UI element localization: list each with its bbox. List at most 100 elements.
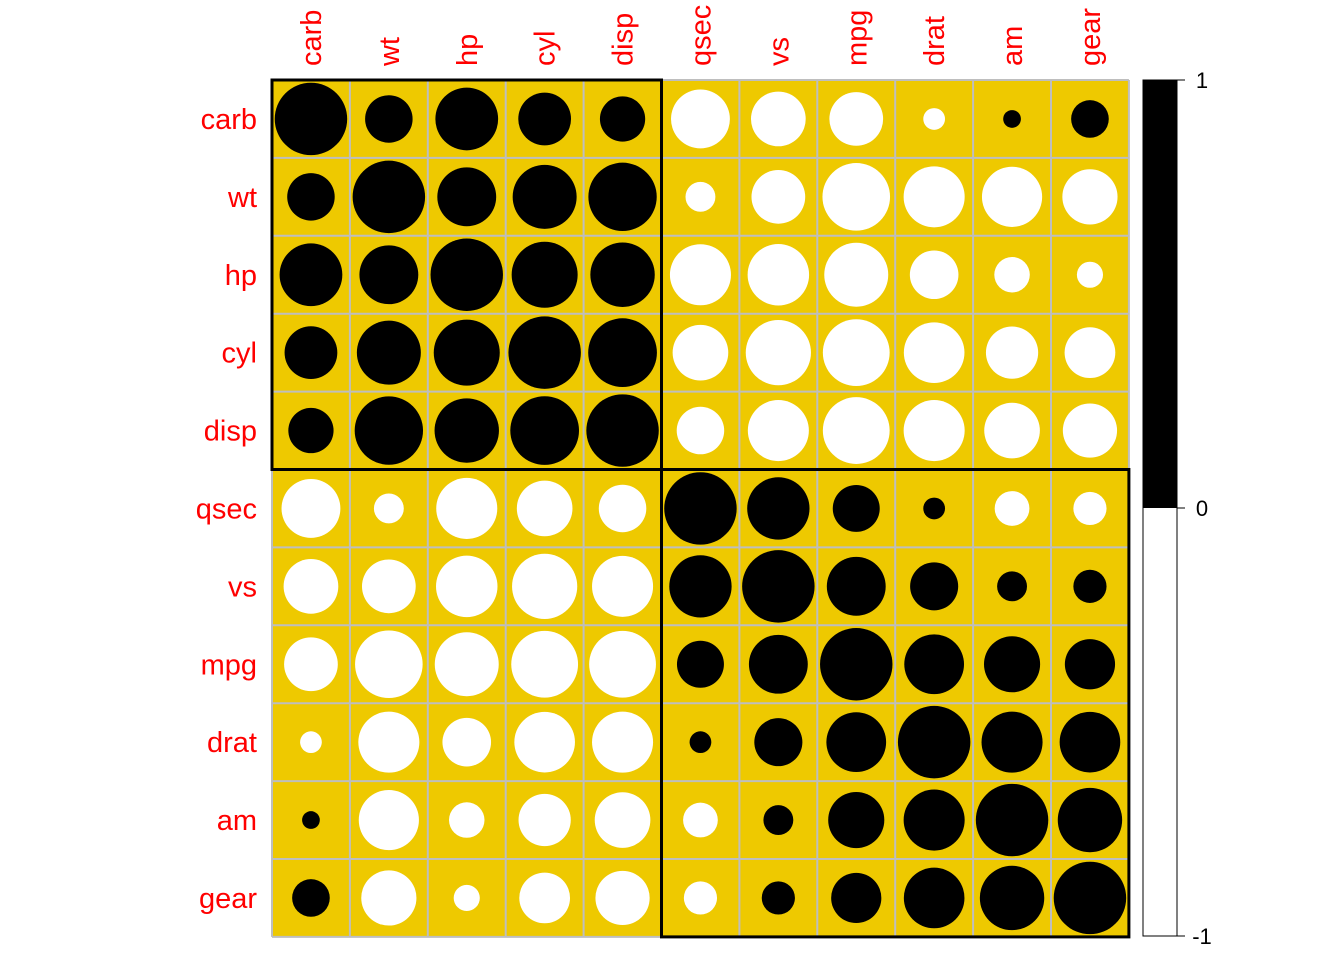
corr-circle-hp-disp: hp / disp: 0.79 xyxy=(590,242,655,307)
corr-circle-qsec-wt: qsec / wt: -0.17 xyxy=(373,493,404,524)
corr-circle-gear-am: gear / am: 0.79 xyxy=(979,865,1045,931)
corr-circle-cyl-vs: cyl / vs: -0.81 xyxy=(745,320,811,386)
col-label-wt: wt xyxy=(374,37,406,67)
cluster-box-1 xyxy=(270,78,663,471)
corr-circle-mpg-am: mpg / am: 0.6 xyxy=(983,636,1041,693)
corr-circle-vs-carb: vs / carb: -0.57 xyxy=(283,559,339,614)
corr-circle-qsec-cyl: qsec / cyl: -0.59 xyxy=(516,480,573,537)
corr-circle-wt-qsec: wt / qsec: -0.17 xyxy=(685,181,716,212)
corr-circle-vs-gear: vs / gear: 0.21 xyxy=(1073,569,1107,603)
corr-circle-vs-wt: vs / wt: -0.55 xyxy=(361,559,416,614)
corr-circle-am-am: am / am: 1 xyxy=(975,783,1049,857)
corr-circle-qsec-hp: qsec / hp: -0.71 xyxy=(436,477,498,539)
corr-circle-cyl-qsec: cyl / qsec: -0.59 xyxy=(672,324,729,381)
corr-circle-drat-wt: drat / wt: -0.71 xyxy=(358,711,420,773)
corr-circle-disp-hp: disp / hp: 0.79 xyxy=(434,398,499,463)
corr-circle-disp-wt: disp / wt: 0.89 xyxy=(354,396,424,465)
corr-circle-carb-cyl: carb / cyl: 0.53 xyxy=(518,92,572,146)
corr-circle-cyl-mpg: cyl / mpg: -0.85 xyxy=(822,319,890,387)
corr-circle-qsec-mpg: qsec / mpg: 0.42 xyxy=(832,484,880,532)
col-label-cyl: cyl xyxy=(530,31,562,66)
corr-circle-carb-mpg: carb / mpg: -0.55 xyxy=(829,92,884,146)
row-label-cyl: cyl xyxy=(222,338,257,370)
corr-circle-am-hp: am / hp: -0.24 xyxy=(449,802,485,838)
col-label-hp: hp xyxy=(452,34,484,66)
corr-circle-gear-gear: gear / gear: 1 xyxy=(1053,861,1127,935)
corr-circle-mpg-drat: mpg / drat: 0.68 xyxy=(904,634,965,695)
corr-circle-wt-cyl: wt / cyl: 0.78 xyxy=(512,164,577,229)
corr-circle-cyl-disp: cyl / disp: 0.9 xyxy=(588,318,657,388)
corr-circle-carb-gear: carb / gear: 0.27 xyxy=(1071,100,1109,138)
corr-circle-gear-vs: gear / vs: 0.21 xyxy=(761,881,795,915)
corr-circle-cyl-am: cyl / am: -0.52 xyxy=(985,326,1039,379)
col-label-mpg: mpg xyxy=(841,10,873,66)
corr-circle-hp-drat: hp / drat: -0.45 xyxy=(909,250,959,300)
corr-circle-hp-vs: hp / vs: -0.72 xyxy=(747,244,810,306)
corr-circle-gear-cyl: gear / cyl: -0.49 xyxy=(519,872,571,924)
col-label-gear: gear xyxy=(1075,8,1107,66)
row-labels: carb wt hp cyl disp qsec vs mpg drat am gear xyxy=(196,104,258,915)
corr-circle-qsec-drat: qsec / drat: 0.09 xyxy=(923,497,946,520)
corr-circle-disp-cyl: disp / cyl: 0.9 xyxy=(510,396,580,465)
corr-circle-mpg-gear: mpg / gear: 0.48 xyxy=(1064,639,1116,690)
corr-circle-disp-gear: disp / gear: -0.56 xyxy=(1062,403,1118,458)
corr-circle-cyl-cyl: cyl / cyl: 1 xyxy=(508,316,581,389)
corr-circle-carb-am: carb / am: 0.06 xyxy=(1003,110,1021,128)
corr-circle-carb-drat: carb / drat: -0.09 xyxy=(923,108,946,130)
corr-circle-am-wt: am / wt: -0.69 xyxy=(358,789,419,851)
corr-circle-disp-disp: disp / disp: 1 xyxy=(586,394,659,467)
corr-circle-vs-cyl: vs / cyl: -0.81 xyxy=(512,553,578,619)
corr-circle-am-disp: am / disp: -0.59 xyxy=(594,792,651,848)
corr-circle-mpg-carb: mpg / carb: -0.55 xyxy=(284,637,338,692)
corr-circle-vs-vs: vs / vs: 1 xyxy=(742,550,815,623)
corr-circle-cyl-gear: cyl / gear: -0.49 xyxy=(1064,327,1116,379)
row-label-gear: gear xyxy=(199,883,257,915)
row-label-wt: wt xyxy=(227,182,257,214)
corr-circle-qsec-vs: qsec / vs: 0.74 xyxy=(747,477,810,540)
corr-circle-am-qsec: am / qsec: -0.23 xyxy=(683,802,718,838)
corr-circle-hp-mpg: hp / mpg: -0.78 xyxy=(824,242,889,307)
corr-circle-vs-disp: vs / disp: -0.71 xyxy=(592,555,654,617)
col-label-qsec: qsec xyxy=(685,5,717,66)
corr-circle-qsec-am: qsec / am: -0.23 xyxy=(994,491,1030,526)
corr-circle-mpg-vs: mpg / vs: 0.66 xyxy=(748,634,808,694)
corr-circle-carb-disp: carb / disp: 0.39 xyxy=(599,96,646,142)
col-label-am: am xyxy=(997,26,1029,66)
corr-circle-qsec-carb: qsec / carb: -0.66 xyxy=(281,479,341,538)
row-label-am: am xyxy=(217,805,257,837)
corr-circle-am-carb: am / carb: 0.06 xyxy=(302,811,320,829)
corr-circle-am-vs: am / vs: 0.17 xyxy=(763,805,794,835)
colorbar-tick-label: 0 xyxy=(1196,496,1208,521)
cluster-box-2 xyxy=(660,468,1131,939)
circle-layer: carb / carb: 1 carb / wt: 0.43 carb / hp: … xyxy=(274,82,1127,935)
corr-circle-vs-hp: vs / hp: -0.72 xyxy=(436,555,498,618)
corr-circle-gear-wt: gear / wt: -0.58 xyxy=(361,870,417,926)
corr-circle-carb-vs: carb / vs: -0.57 xyxy=(751,91,806,147)
corr-circle-qsec-qsec: qsec / qsec: 1 xyxy=(664,472,737,545)
corr-circle-am-gear: am / gear: 0.79 xyxy=(1057,787,1123,853)
colorbar-tick-label: -1 xyxy=(1192,924,1212,949)
corr-circle-hp-carb: hp / carb: 0.75 xyxy=(279,243,343,307)
row-label-disp: disp xyxy=(204,416,257,448)
row-label-carb: carb xyxy=(201,104,257,136)
corr-circle-drat-hp: drat / hp: -0.45 xyxy=(442,717,492,767)
col-label-carb: carb xyxy=(296,10,328,66)
corr-circle-cyl-wt: cyl / wt: 0.78 xyxy=(356,320,421,385)
corr-circle-disp-drat: disp / drat: -0.71 xyxy=(903,400,965,462)
corr-circle-carb-wt: carb / wt: 0.43 xyxy=(365,95,413,143)
corr-circle-drat-cyl: drat / cyl: -0.7 xyxy=(514,711,575,773)
corr-circle-mpg-disp: mpg / disp: -0.85 xyxy=(589,630,656,698)
col-label-disp: disp xyxy=(608,13,640,66)
corr-circle-wt-wt: wt / wt: 1 xyxy=(352,160,426,234)
colorbar-positive xyxy=(1143,80,1177,508)
corr-circle-qsec-gear: qsec / gear: -0.21 xyxy=(1073,491,1107,526)
corr-circle-mpg-cyl: mpg / cyl: -0.85 xyxy=(511,630,579,698)
corr-circle-vs-qsec: vs / qsec: 0.74 xyxy=(669,555,732,618)
corr-circle-hp-hp: hp / hp: 1 xyxy=(430,238,503,311)
corr-circle-vs-drat: vs / drat: 0.44 xyxy=(910,562,959,611)
corr-circle-gear-qsec: gear / qsec: -0.21 xyxy=(683,881,718,915)
corr-circle-cyl-carb: cyl / carb: 0.53 xyxy=(284,326,338,380)
corr-circle-vs-mpg: vs / mpg: 0.66 xyxy=(826,556,886,616)
corr-circle-gear-drat: gear / drat: 0.7 xyxy=(903,867,965,929)
